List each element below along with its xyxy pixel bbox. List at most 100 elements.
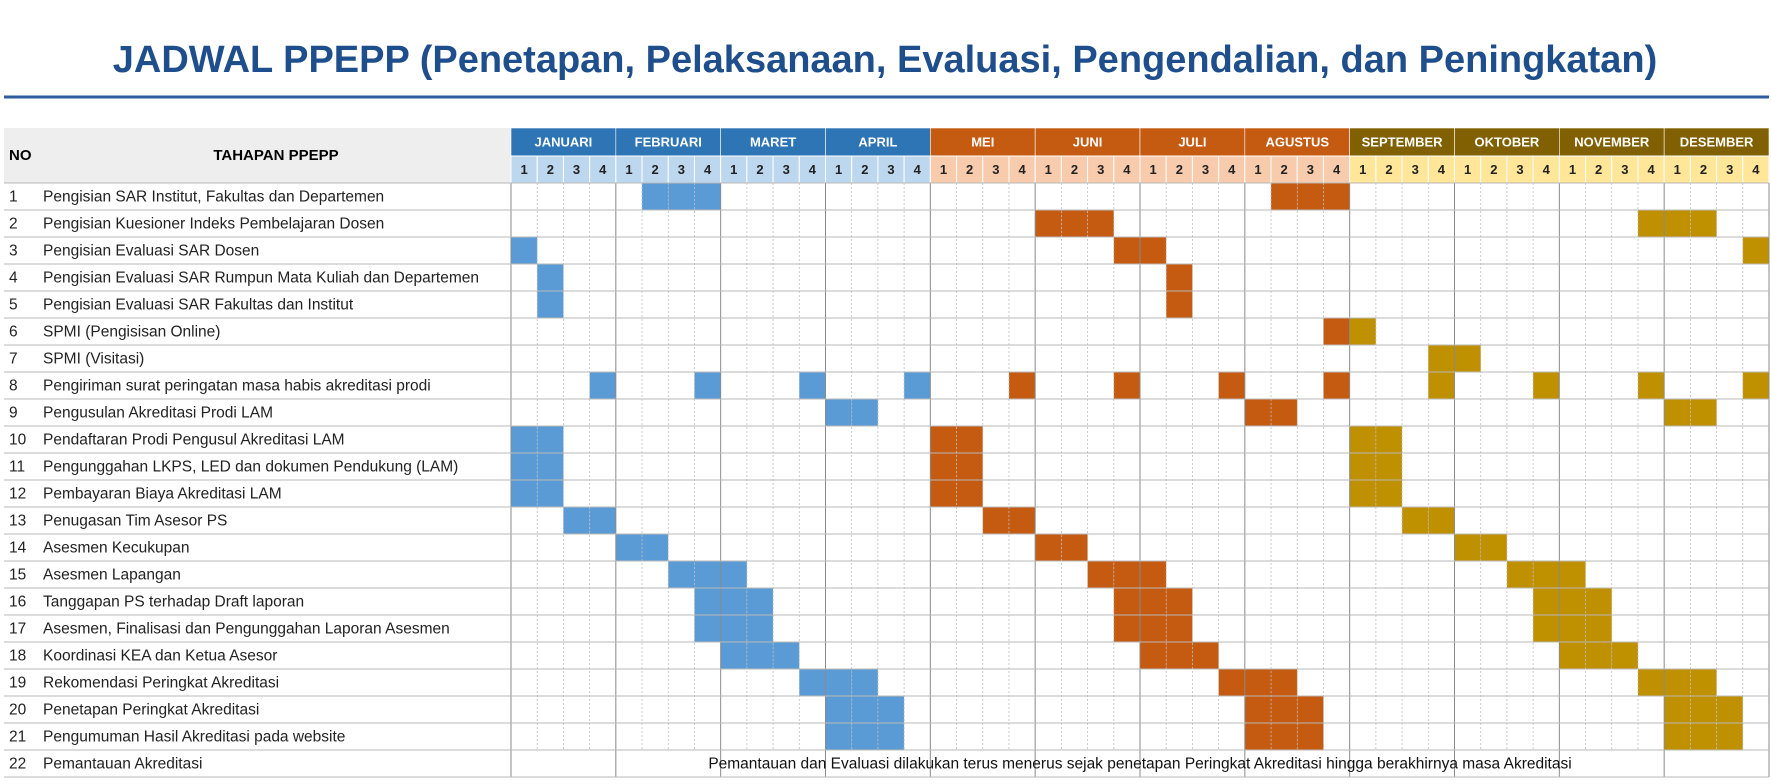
schedule-cell [720, 615, 747, 642]
schedule-cell [720, 561, 747, 588]
week-number: 4 [1333, 162, 1341, 177]
schedule-cell [851, 696, 878, 723]
week-number: 4 [809, 162, 817, 177]
week-number: 3 [1097, 162, 1104, 177]
schedule-cell [720, 588, 747, 615]
month-name: JANUARI [535, 134, 593, 149]
schedule-cell [1375, 480, 1403, 507]
month-header [1139, 127, 1246, 157]
schedule-cell [511, 426, 538, 453]
schedule-cell [1533, 372, 1560, 399]
schedule-cell [1664, 669, 1691, 696]
title: JADWAL PPEPP (Penetapan, Pelaksanaan, Ev… [113, 39, 1657, 81]
schedule-cell [1637, 372, 1665, 399]
schedule-cell [1349, 426, 1376, 453]
week-number: 4 [1438, 162, 1446, 177]
schedule-cell [746, 588, 774, 615]
schedule-cell [537, 264, 564, 291]
week-number: 3 [573, 162, 580, 177]
schedule-cell [1664, 399, 1691, 426]
schedule-cell [1585, 642, 1612, 669]
row-task: Pemantauan Akreditasi [43, 756, 202, 773]
schedule-cell [1375, 426, 1403, 453]
row-no: 7 [9, 351, 18, 368]
schedule-cell [1297, 696, 1324, 723]
schedule-cell [746, 615, 774, 642]
schedule-cell [1664, 723, 1691, 750]
schedule-cell [773, 642, 800, 669]
schedule-cell [930, 480, 957, 507]
schedule-cell [1008, 372, 1036, 399]
row-task: Pengisian Evaluasi SAR Dosen [43, 243, 259, 260]
schedule-cell [1428, 507, 1455, 534]
schedule-cell [1271, 183, 1298, 210]
schedule-cell [825, 669, 852, 696]
row-no: 5 [9, 297, 18, 314]
row-no: 22 [9, 756, 26, 773]
schedule-cell [956, 453, 983, 480]
schedule-cell [1716, 723, 1743, 750]
schedule-cell [1716, 696, 1743, 723]
schedule-cell [1271, 696, 1298, 723]
schedule-cell [694, 588, 721, 615]
schedule-cell [1166, 588, 1193, 615]
row-no: 6 [9, 324, 18, 341]
week-number: 3 [1621, 162, 1628, 177]
schedule-cell [1140, 561, 1167, 588]
row-task: Koordinasi KEA dan Ketua Asesor [43, 648, 277, 665]
row-no: 1 [9, 189, 18, 206]
schedule-cell [1402, 507, 1429, 534]
schedule-cell [1271, 723, 1298, 750]
schedule-cell [1192, 642, 1219, 669]
schedule-cell [1428, 372, 1455, 399]
week-header [1742, 155, 1770, 184]
schedule-cell [1454, 345, 1481, 372]
row-task: Rekomendasi Peringkat Akreditasi [43, 675, 279, 692]
row-no: 4 [9, 270, 18, 287]
schedule-cell [1611, 642, 1638, 669]
schedule-cell [1690, 696, 1717, 723]
schedule-cell [1637, 210, 1665, 237]
row-no: 10 [9, 432, 27, 449]
row-task: SPMI (Visitasi) [43, 351, 144, 368]
schedule-cell [537, 453, 564, 480]
schedule-cell [563, 507, 590, 534]
week-number: 3 [1307, 162, 1314, 177]
schedule-cell [1244, 399, 1272, 426]
schedule-cell [1113, 588, 1140, 615]
row-no: 8 [9, 378, 18, 395]
schedule-cell [668, 183, 695, 210]
schedule-cell [1375, 453, 1403, 480]
schedule-cell [1140, 642, 1167, 669]
week-header [877, 155, 905, 184]
schedule-cell [1559, 642, 1586, 669]
schedule-cell [1113, 615, 1140, 642]
schedule-cell [1244, 723, 1272, 750]
week-header [1663, 155, 1691, 184]
row-task: Pengisian SAR Institut, Fakultas dan Dep… [43, 189, 384, 206]
week-number: 3 [1412, 162, 1419, 177]
schedule-cell [799, 372, 826, 399]
schedule-cell [1349, 480, 1376, 507]
month-name: MEI [971, 134, 994, 149]
schedule-cell [1113, 237, 1140, 264]
schedule-cell [1690, 669, 1717, 696]
week-header [982, 155, 1010, 184]
header-no: NO [9, 147, 32, 164]
schedule-cell [511, 237, 538, 264]
schedule-cell [589, 507, 616, 534]
week-header [1689, 155, 1718, 184]
week-header [1401, 155, 1429, 184]
week-header [1585, 155, 1613, 184]
schedule-cell [1035, 534, 1062, 561]
header-bg [4, 128, 511, 183]
week-header [929, 155, 958, 184]
month-header [1244, 127, 1350, 157]
schedule-cell [1035, 210, 1062, 237]
week-number: 2 [756, 162, 763, 177]
schedule-cell [1480, 534, 1507, 561]
week-number: 2 [652, 162, 659, 177]
schedule-cell [615, 534, 643, 561]
month-name: DESEMBER [1680, 134, 1754, 149]
